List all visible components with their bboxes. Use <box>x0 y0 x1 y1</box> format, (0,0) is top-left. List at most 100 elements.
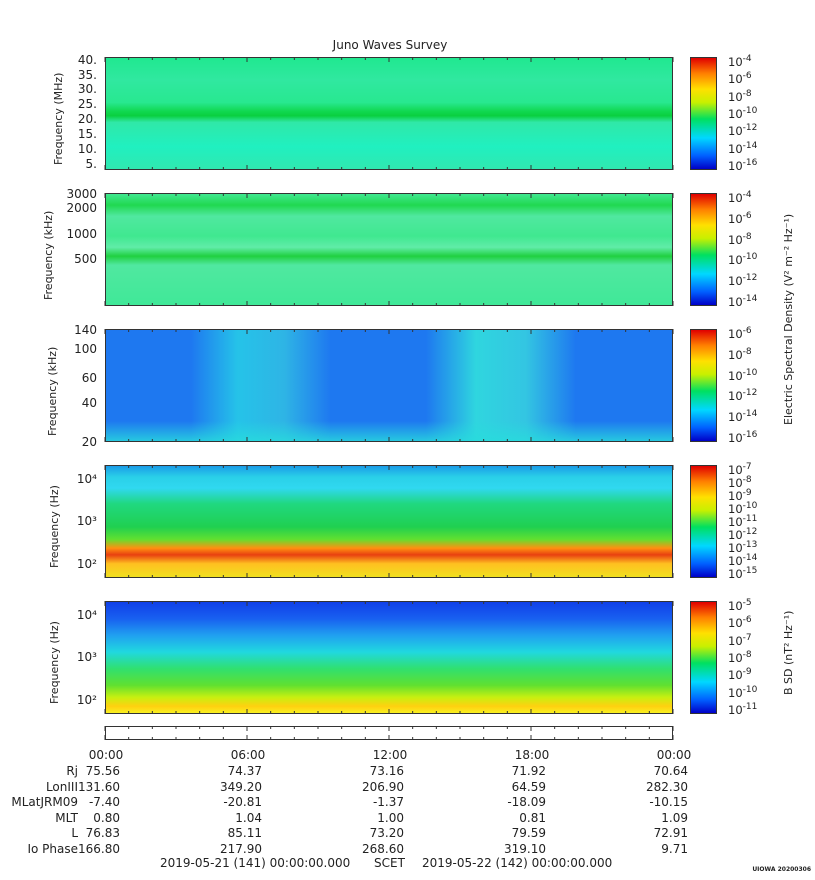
ephemeris-value: 75.56 <box>85 764 120 778</box>
ytick: 3000 <box>66 187 97 201</box>
colorbar-tick-label: 10-13 <box>728 540 758 555</box>
ytick: 5. <box>85 157 97 171</box>
colorbar-tick-label: 10-4 <box>728 54 752 69</box>
ephemeris-value: 0.80 <box>93 810 120 825</box>
ephemeris-value: 206.90 <box>362 779 404 794</box>
colorbar-tick-label: 10-14 <box>728 409 758 425</box>
colorbar-tick-label: 10-14 <box>728 553 758 568</box>
ephemeris-value: 72.91 <box>653 826 688 840</box>
colorbar-tick-label: 10-14 <box>728 140 758 156</box>
ytick: 500 <box>74 252 97 266</box>
footer-end-time: 2019-05-22 (142) 00:00:00.000 <box>422 856 613 870</box>
ephemeris-value: 349.20 <box>220 779 262 794</box>
colorbar-tick-label: 10-11 <box>728 702 758 717</box>
colorbar-tick-label: 10-12 <box>728 527 758 542</box>
colorbar-tick-label: 10-7 <box>728 462 752 477</box>
colorbar-tick-label: 10-6 <box>728 210 752 226</box>
ytick: 10³ <box>76 514 97 528</box>
ephemeris-value: 73.20 <box>369 826 404 840</box>
version-stamp: UIOWA 20200306 <box>752 866 811 873</box>
ephemeris-value: 282.30 <box>646 779 688 794</box>
colorbar-tick-label: 10-10 <box>728 684 758 700</box>
time-label: 00:00 <box>88 748 124 762</box>
colorbar-tick-label: 10-7 <box>728 632 752 648</box>
footer-start-time: 2019-05-21 (141) 00:00:00.000 <box>160 856 351 870</box>
colorbar-tick-label: 10-4 <box>728 190 752 205</box>
ytick: 20. <box>77 112 97 126</box>
ytick: 1000 <box>66 227 97 241</box>
colorbar-tick-label: 10-6 <box>728 615 752 631</box>
ephemeris-value: 0.81 <box>519 810 546 825</box>
ytick: 20 <box>81 435 97 449</box>
ephemeris-label: MLT <box>55 810 78 825</box>
colorbar-tick-label: 10-15 <box>728 566 758 581</box>
ytick: 10³ <box>76 650 97 664</box>
ephemeris-value: 166.80 <box>78 841 120 856</box>
colorbar-4 <box>690 465 717 578</box>
ephemeris-value: 64.59 <box>511 779 546 794</box>
ephemeris-value: -7.40 <box>88 795 120 809</box>
ytick: 60 <box>81 371 97 385</box>
footer-scet: SCET <box>374 856 405 870</box>
colorbar-tick-label: 10-5 <box>728 598 752 613</box>
colorbar-tick-label: 10-12 <box>728 388 758 404</box>
ephemeris-value: -1.37 <box>372 795 404 809</box>
ephemeris-value: 71.92 <box>511 764 546 778</box>
colorbar-tick-label: 10-6 <box>728 326 752 341</box>
colorbar-tick-label: 10-16 <box>728 158 758 173</box>
ephemeris-value: 85.11 <box>227 826 262 840</box>
ephemeris-value: 1.04 <box>235 810 262 825</box>
ephemeris-value: 70.64 <box>653 764 688 778</box>
colorbar-tick-label: 10-9 <box>728 488 752 503</box>
ephemeris-value: -18.09 <box>507 795 546 809</box>
ephemeris-value: -10.15 <box>649 795 688 809</box>
ephemeris-value: 217.90 <box>220 841 262 856</box>
colorbar-1 <box>690 57 717 170</box>
ephemeris-value: 319.10 <box>504 841 546 856</box>
ytick: 140 <box>74 323 97 337</box>
colorbar-tick-label: 10-8 <box>728 88 752 104</box>
colorbar-2 <box>690 193 717 306</box>
colorbar-tick-label: 10-8 <box>728 650 752 665</box>
ephemeris-value: 1.00 <box>377 810 404 825</box>
chart-title: Juno Waves Survey <box>332 38 448 52</box>
colorbar-tick-label: 10-11 <box>728 514 758 529</box>
colorbar-5 <box>690 601 717 714</box>
ytick: 15. <box>77 127 97 141</box>
time-label: 00:00 <box>656 748 692 762</box>
ytick: 10² <box>76 557 97 571</box>
ephemeris-value: 76.83 <box>85 826 120 840</box>
ephemeris-label: MLatJRM09 <box>11 795 78 809</box>
ytick: 35. <box>77 68 97 82</box>
ytick: 30. <box>77 82 97 96</box>
ytick: 10² <box>76 693 97 707</box>
colorbar-tick-label: 10-10 <box>728 501 758 516</box>
ephemeris-label: Rj <box>66 764 78 778</box>
ephemeris-value: 1.09 <box>661 810 688 825</box>
time-label: 06:00 <box>230 748 266 762</box>
ephemeris-value: 131.60 <box>78 779 120 794</box>
ephemeris-label: L <box>71 826 78 840</box>
ephemeris-value: 268.60 <box>362 841 404 856</box>
colorbar-tick-label: 10-16 <box>728 430 758 445</box>
spectrogram-panel-1 <box>105 57 673 170</box>
ytick: 10. <box>77 142 97 156</box>
time-label: 12:00 <box>372 748 408 762</box>
ytick: 10⁴ <box>76 608 97 622</box>
colorbar-tick-label: 10-12 <box>728 123 758 139</box>
colorbar-tick-label: 10-14 <box>728 294 758 309</box>
ytick: 2000 <box>66 201 97 215</box>
ephemeris-value: 74.37 <box>227 764 262 778</box>
colorbar-tick-label: 10-10 <box>728 367 758 383</box>
colorbar-tick-label: 10-9 <box>728 667 752 683</box>
ytick: 40 <box>81 396 97 410</box>
spectrogram-panel-2 <box>105 193 673 306</box>
colorbar-tick-label: 10-8 <box>728 475 752 490</box>
colorbar-tick-label: 10-8 <box>728 346 752 362</box>
ytick: 25. <box>77 97 97 111</box>
colorbar-tick-label: 10-10 <box>728 106 758 121</box>
ytick: 40. <box>77 53 97 67</box>
colorbar-tick-label: 10-8 <box>728 231 752 247</box>
ephemeris-label: LonIII <box>45 779 78 794</box>
